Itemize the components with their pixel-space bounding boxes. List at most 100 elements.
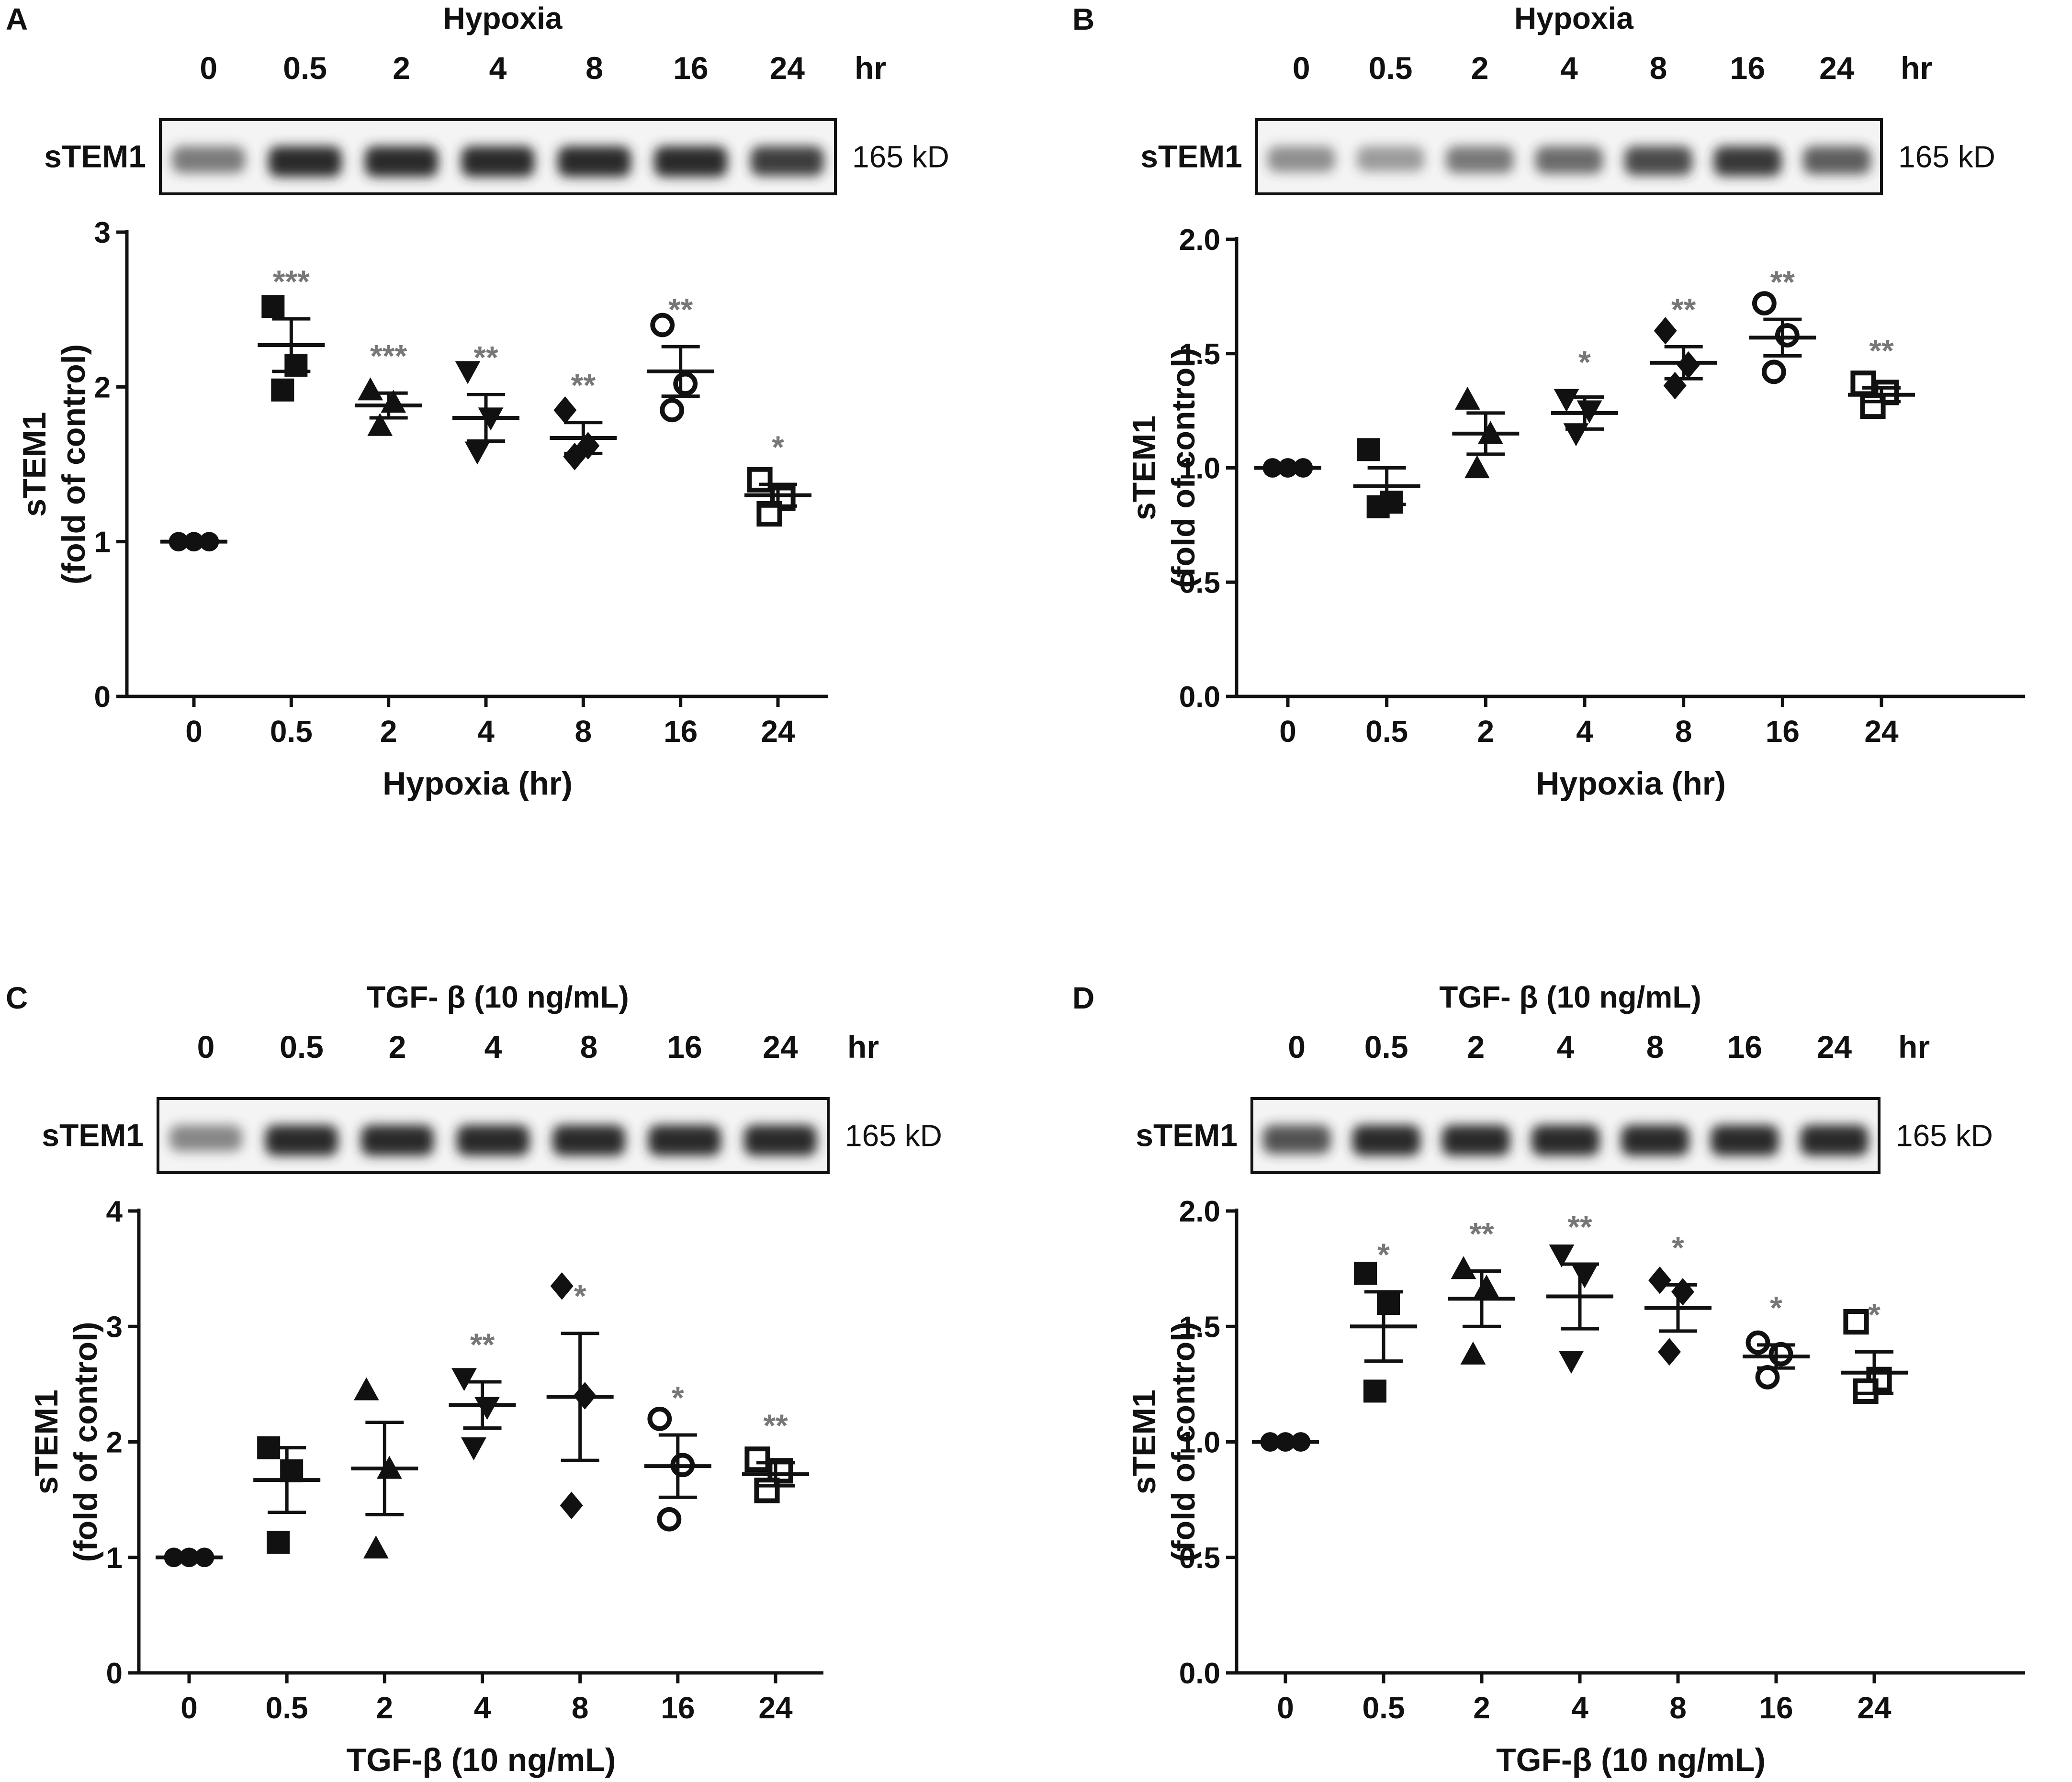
significance-label: ** [1869, 333, 1894, 368]
filled-triangle-down-marker [1554, 389, 1579, 412]
filled-triangle-down-marker [1549, 1244, 1575, 1268]
blot-time-label: 4 [1557, 1029, 1575, 1065]
open-square-marker [1843, 1309, 1869, 1335]
open-circle-marker [1761, 359, 1786, 384]
open-circle-marker [1755, 1365, 1780, 1390]
blot-band [1267, 146, 1336, 172]
y-tick-label: 0.0 [1179, 1657, 1220, 1690]
blot-mw-label: 165 kD [845, 1119, 942, 1153]
x-tick-label: 24 [758, 1691, 793, 1725]
x-tick-label: 4 [474, 1691, 491, 1725]
y-axis-title: sTEM1(fold of control) [28, 1322, 104, 1562]
filled-diamond-marker [1658, 1338, 1681, 1366]
open-circle-marker [1752, 291, 1777, 316]
filled-triangle-up-marker [358, 377, 383, 401]
x-tick-label: 24 [1864, 714, 1899, 749]
filled-triangle-down-marker [1558, 1351, 1584, 1374]
x-tick-label: 4 [1571, 1691, 1588, 1725]
filled-diamond-marker [1671, 1278, 1694, 1306]
blot-band [169, 1125, 242, 1152]
filled-square-marker [1363, 1379, 1386, 1403]
y-axis-title-line2: (fold of control) [68, 1322, 104, 1562]
blot-band [365, 146, 439, 177]
filled-triangle-down-marker [1572, 1265, 1598, 1289]
open-square-marker [1853, 1378, 1879, 1404]
x-tick-label: 16 [664, 714, 698, 749]
filled-diamond-marker [1677, 351, 1700, 379]
y-tick-label: 2 [106, 1426, 123, 1459]
x-tick-label: 24 [1857, 1691, 1892, 1725]
blot-time-label: 16 [1727, 1029, 1762, 1065]
blot-mw-label: 165 kD [1898, 140, 1995, 174]
significance-label: ** [1469, 1216, 1494, 1251]
filled-triangle-down-marker [464, 441, 490, 465]
open-circle-marker [647, 1406, 672, 1431]
filled-square-marker [1357, 438, 1380, 461]
filled-square-marker [261, 295, 285, 318]
x-tick-label: 8 [1675, 714, 1692, 749]
blot-band [461, 146, 535, 177]
blot-time-label: 16 [673, 50, 708, 86]
filled-diamond-marker [560, 1491, 583, 1519]
blot-title: Hypoxia [1514, 1, 1633, 35]
significance-label: ** [1671, 291, 1696, 327]
blot-title: TGF- β (10 ng/mL) [1439, 980, 1701, 1014]
blot-time-label: 2 [393, 50, 410, 86]
filled-triangle-up-marker [1451, 1256, 1476, 1279]
blot-band [654, 146, 728, 177]
x-tick-label: 8 [575, 714, 592, 749]
blot-band [457, 1125, 529, 1156]
significance-label: * [1377, 1237, 1390, 1272]
blot-time-label: 24 [1817, 1029, 1852, 1065]
y-axis-title-line1: sTEM1 [1126, 415, 1162, 520]
panel-letter: A [6, 2, 28, 36]
y-tick-label: 0 [106, 1657, 123, 1690]
blot-band [1446, 146, 1514, 173]
blot-time-label: 0.5 [1369, 50, 1413, 86]
significance-label: ** [763, 1408, 788, 1443]
y-axis-title: sTEM1(fold of control) [16, 344, 92, 584]
blot-band [361, 1125, 434, 1156]
blot-band [1356, 146, 1425, 172]
filled-triangle-up-marker [1454, 386, 1480, 410]
blot-band [750, 146, 824, 176]
x-tick-label: 0 [185, 714, 203, 749]
y-tick-label: 1.5 [1179, 1311, 1220, 1344]
blot-time-label: 4 [489, 50, 507, 86]
blot-hr-unit: hr [855, 50, 886, 86]
y-tick-label: 3 [94, 216, 111, 249]
blot-band [1535, 146, 1603, 174]
filled-triangle-down-marker [455, 361, 481, 384]
x-tick-label: 0.5 [1365, 714, 1408, 749]
filled-triangle-down-marker [461, 1437, 486, 1460]
x-tick-label: 8 [1669, 1691, 1687, 1725]
y-axis-title: sTEM1(fold of control) [1126, 1322, 1202, 1562]
blot-hr-unit: hr [847, 1029, 879, 1065]
blot-row-label: sTEM1 [1136, 1118, 1238, 1153]
x-tick-label: 2 [1477, 714, 1495, 749]
significance-label: ** [473, 340, 498, 375]
blot-time-label: 2 [1467, 1029, 1485, 1065]
y-axis-title-line1: sTEM1 [16, 412, 53, 516]
x-tick-label: 16 [1766, 714, 1800, 749]
blot-time-label: 16 [667, 1029, 702, 1065]
significance-label: ** [1567, 1209, 1592, 1244]
significance-label: * [672, 1380, 684, 1415]
x-tick-label: 0 [1277, 1691, 1294, 1725]
significance-label: * [1868, 1297, 1881, 1332]
blot-time-label: 0 [1288, 1029, 1306, 1065]
y-tick-label: 1.5 [1179, 338, 1220, 371]
blot-mw-label: 165 kD [852, 140, 949, 174]
open-square-marker [747, 467, 773, 493]
y-tick-label: 3 [106, 1311, 123, 1344]
open-square-marker [1850, 370, 1876, 396]
filled-square-marker [267, 1531, 290, 1554]
significance-label: * [574, 1278, 586, 1314]
filled-square-marker [1377, 1292, 1400, 1315]
significance-label: *** [273, 264, 310, 299]
blot-row-label: sTEM1 [42, 1118, 144, 1153]
filled-diamond-marker [553, 396, 577, 424]
blot-time-label: 0 [197, 1029, 215, 1065]
